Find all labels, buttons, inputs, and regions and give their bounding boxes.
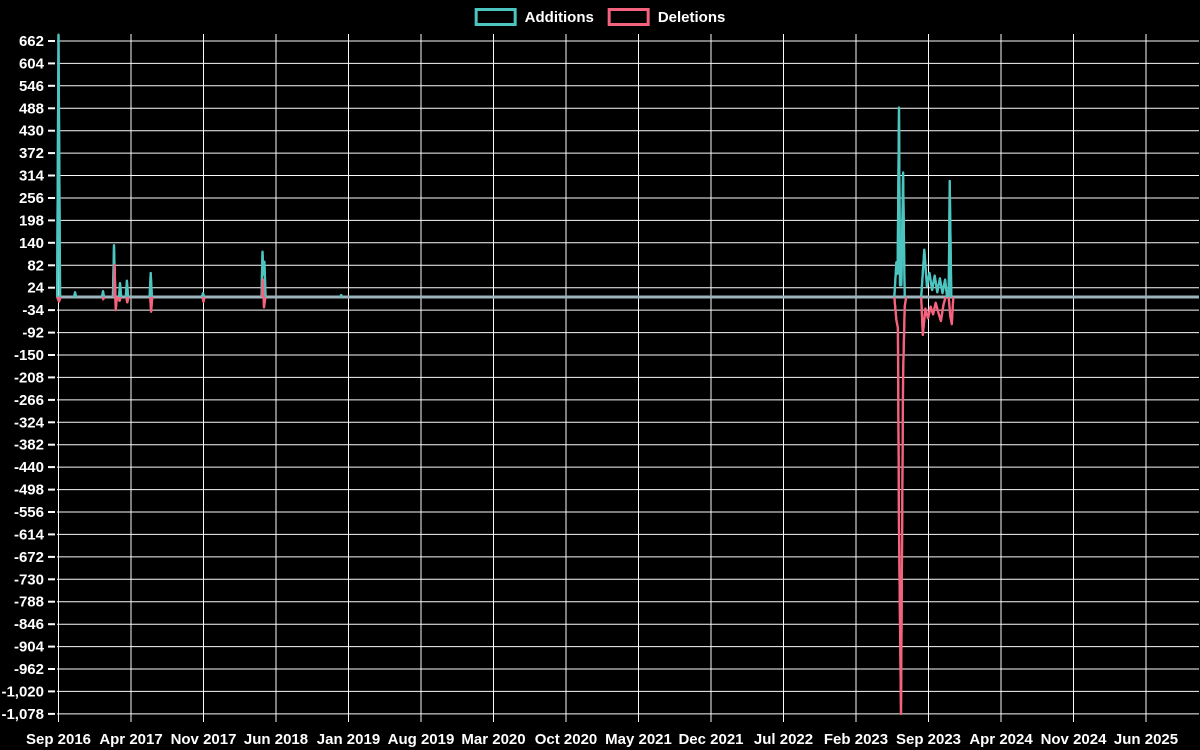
additions-spike-segment <box>55 33 62 298</box>
y-tick-label: -150 <box>14 347 44 364</box>
deletions-spike-segment <box>920 296 947 337</box>
y-tick-label: -1,020 <box>1 683 44 700</box>
deletions-spike-segment <box>149 296 154 313</box>
y-tick-label: -498 <box>14 482 44 499</box>
y-tick-label: 256 <box>19 190 44 207</box>
x-tick-label: Sep 2016 <box>26 731 91 748</box>
x-tick-label: Nov 2024 <box>1041 731 1108 748</box>
deletions-spike-segment <box>113 263 119 312</box>
y-tick-label: -614 <box>14 526 45 543</box>
y-tick-label: 604 <box>19 55 45 72</box>
y-tick-label: -440 <box>14 459 44 476</box>
y-tick-label: 372 <box>19 145 44 162</box>
x-tick-label: Sep 2023 <box>896 731 961 748</box>
y-tick-label: 198 <box>19 212 44 229</box>
y-tick-label: -904 <box>14 639 45 656</box>
legend-label-additions: Additions <box>524 8 594 26</box>
y-tick-label: 488 <box>19 100 44 117</box>
deletions-spike-segment <box>115 296 122 302</box>
deletions-spike-segment <box>101 296 106 301</box>
x-tick-label: Jun 2025 <box>1114 731 1178 748</box>
y-tick-label: 662 <box>19 33 44 50</box>
x-tick-label: Oct 2020 <box>535 731 598 748</box>
x-tick-label: Aug 2019 <box>388 731 455 748</box>
y-tick-label: 140 <box>19 235 44 252</box>
additions-spike-segment <box>339 293 344 298</box>
y-tick-label: -846 <box>14 616 44 633</box>
additions-spike-segment <box>148 271 154 298</box>
y-tick-label: -324 <box>14 414 45 431</box>
deletions-swatch-icon <box>607 8 650 26</box>
additions-spike-segment <box>72 291 78 298</box>
x-tick-label: Feb 2023 <box>824 731 888 748</box>
additions-spike-segment <box>200 291 206 298</box>
y-tick-label: -266 <box>14 392 44 409</box>
deletions-spike-segment <box>125 296 130 304</box>
y-tick-label: 314 <box>19 168 45 185</box>
additions-spike-segment <box>920 248 949 298</box>
additions-spike-segment <box>893 106 906 298</box>
additions-spike-segment <box>260 250 267 298</box>
y-tick-label: 24 <box>27 280 44 297</box>
legend-label-deletions: Deletions <box>657 8 726 26</box>
y-tick-label: -208 <box>14 369 44 386</box>
y-tick-label: -382 <box>14 437 44 454</box>
x-tick-label: Apr 2017 <box>99 731 162 748</box>
deletions-spike-segment <box>201 296 206 303</box>
y-tick-label: -92 <box>22 325 44 342</box>
x-tick-label: Dec 2021 <box>678 731 743 748</box>
additions-spike-segment <box>117 281 123 298</box>
y-tick-label: -788 <box>14 594 44 611</box>
y-tick-label: -672 <box>14 549 44 566</box>
x-tick-label: Jan 2019 <box>317 731 380 748</box>
deletions-spike-segment <box>260 278 267 309</box>
deletions-spike-segment <box>893 296 908 716</box>
additions-line <box>55 33 1199 299</box>
deletions-spike-segment <box>947 296 955 326</box>
y-tick-label: -34 <box>22 302 44 319</box>
x-tick-label: May 2021 <box>605 731 672 748</box>
chart-legend: Additions Deletions <box>474 8 726 26</box>
additions-swatch-icon <box>474 8 517 26</box>
y-tick-label: 430 <box>19 123 44 140</box>
y-tick-label: 82 <box>27 257 44 274</box>
x-tick-label: Jul 2022 <box>754 731 813 748</box>
y-tick-label: -730 <box>14 571 44 588</box>
legend-item-deletions[interactable]: Deletions <box>607 8 726 26</box>
x-tick-label: Apr 2024 <box>969 731 1033 748</box>
y-tick-label: -962 <box>14 661 44 678</box>
legend-item-additions[interactable]: Additions <box>474 8 594 26</box>
additions-spike-segment <box>100 290 106 298</box>
y-tick-label: -556 <box>14 504 44 521</box>
y-tick-label: -1,078 <box>1 706 44 723</box>
x-tick-label: Nov 2017 <box>171 731 237 748</box>
deletions-spike-segment <box>56 296 62 303</box>
x-tick-label: Jun 2018 <box>244 731 308 748</box>
y-tick-label: 546 <box>19 78 44 95</box>
x-tick-label: Mar 2020 <box>461 731 525 748</box>
additions-spike-segment <box>947 179 953 298</box>
additions-spike-segment <box>124 279 130 298</box>
